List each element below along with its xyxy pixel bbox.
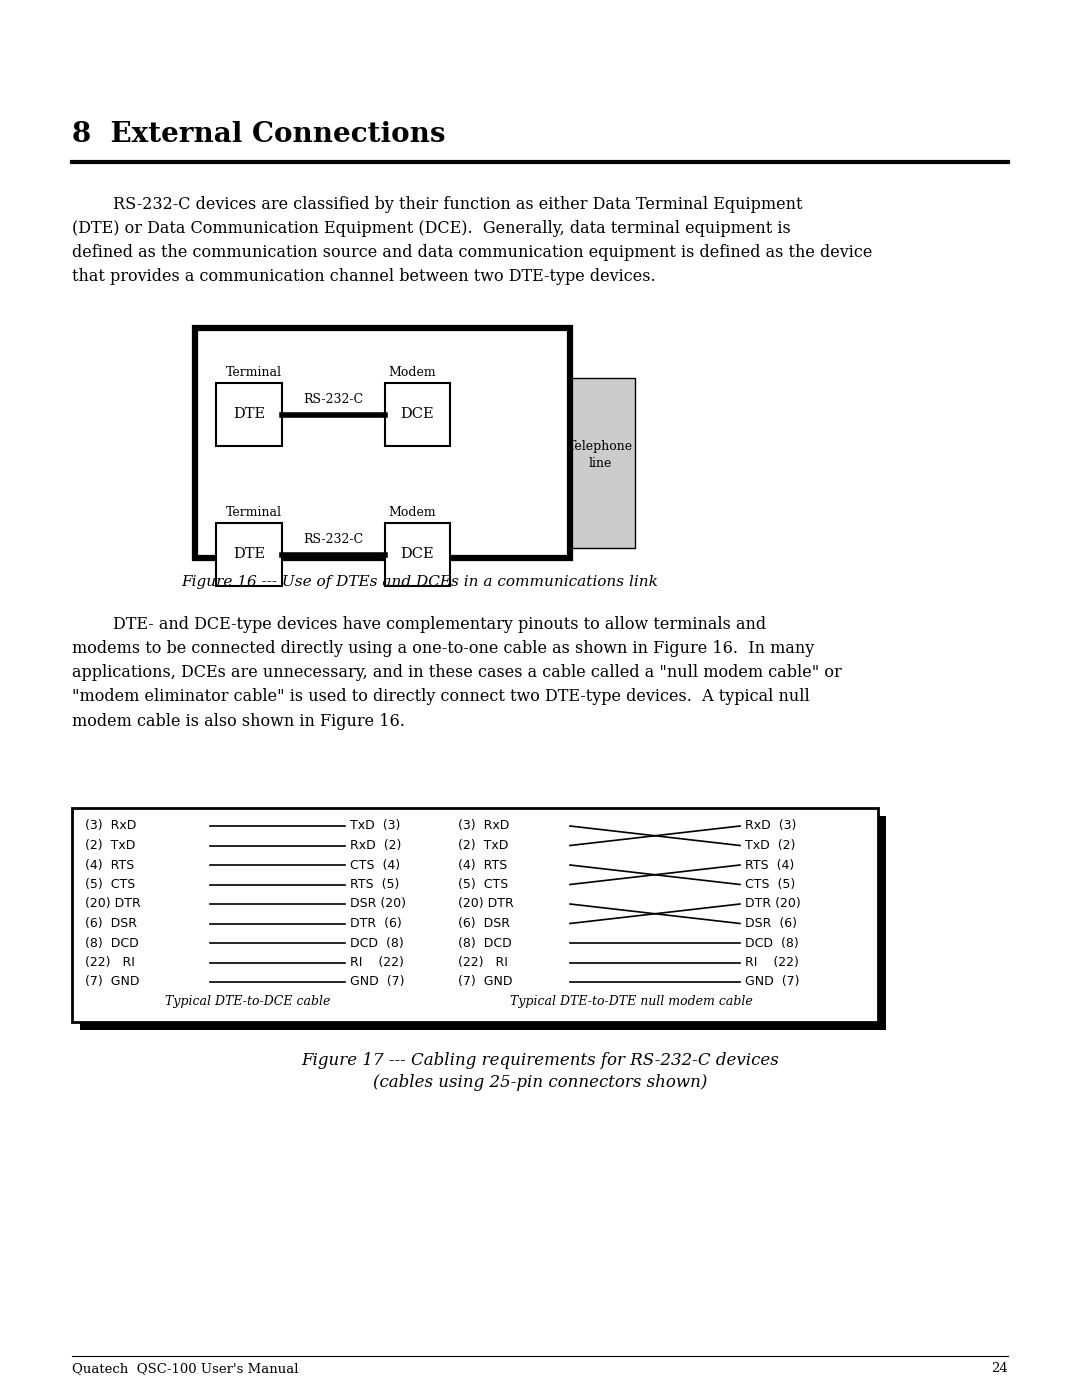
Text: 8  External Connections: 8 External Connections xyxy=(72,122,446,148)
Text: GND  (7): GND (7) xyxy=(745,975,799,989)
Text: Telephone
line: Telephone line xyxy=(567,440,633,469)
Bar xyxy=(72,807,878,1023)
Text: GND  (7): GND (7) xyxy=(350,975,405,989)
Text: CTS  (5): CTS (5) xyxy=(745,877,795,891)
Text: Figure 16 --- Use of DTEs and DCEs in a communications link: Figure 16 --- Use of DTEs and DCEs in a … xyxy=(181,576,659,590)
Text: (6)  DSR: (6) DSR xyxy=(458,916,510,930)
Text: (8)  DCD: (8) DCD xyxy=(85,936,138,950)
Text: DSR (20): DSR (20) xyxy=(350,897,406,911)
Text: DCE: DCE xyxy=(401,408,434,422)
Bar xyxy=(195,328,570,557)
Text: RI    (22): RI (22) xyxy=(350,956,404,970)
Bar xyxy=(384,383,450,446)
Text: TxD  (2): TxD (2) xyxy=(745,840,795,852)
Text: Quatech  QSC-100 User's Manual: Quatech QSC-100 User's Manual xyxy=(72,1362,298,1375)
Text: CTS  (4): CTS (4) xyxy=(350,859,400,872)
Bar xyxy=(216,383,282,446)
Bar xyxy=(565,379,635,548)
Text: 24: 24 xyxy=(991,1362,1008,1375)
Bar xyxy=(80,816,886,1030)
Text: RS-232-C devices are classified by their function as either Data Terminal Equipm: RS-232-C devices are classified by their… xyxy=(72,196,873,285)
Text: RxD  (3): RxD (3) xyxy=(745,820,796,833)
Text: (5)  CTS: (5) CTS xyxy=(458,877,509,891)
Text: Modem: Modem xyxy=(388,366,435,379)
Text: (7)  GND: (7) GND xyxy=(458,975,513,989)
Text: DCD  (8): DCD (8) xyxy=(745,936,799,950)
Text: (3)  RxD: (3) RxD xyxy=(458,820,510,833)
Text: RTS  (4): RTS (4) xyxy=(745,859,794,872)
Text: Modem: Modem xyxy=(388,506,435,520)
Text: (7)  GND: (7) GND xyxy=(85,975,139,989)
Text: (cables using 25-pin connectors shown): (cables using 25-pin connectors shown) xyxy=(373,1074,707,1091)
Text: (5)  CTS: (5) CTS xyxy=(85,877,135,891)
Bar xyxy=(216,522,282,585)
Text: Typical DTE-to-DCE cable: Typical DTE-to-DCE cable xyxy=(165,996,330,1009)
Text: DCE: DCE xyxy=(401,548,434,562)
Text: (20) DTR: (20) DTR xyxy=(85,897,140,911)
Text: (2)  TxD: (2) TxD xyxy=(85,840,135,852)
Text: TxD  (3): TxD (3) xyxy=(350,820,401,833)
Text: Terminal: Terminal xyxy=(226,366,282,379)
Text: RS-232-C: RS-232-C xyxy=(303,534,364,546)
Text: RS-232-C: RS-232-C xyxy=(303,393,364,407)
Text: (22)   RI: (22) RI xyxy=(458,956,508,970)
Text: (20) DTR: (20) DTR xyxy=(458,897,514,911)
Text: (22)   RI: (22) RI xyxy=(85,956,135,970)
Text: DSR  (6): DSR (6) xyxy=(745,916,797,930)
Text: RI    (22): RI (22) xyxy=(745,956,799,970)
Text: (4)  RTS: (4) RTS xyxy=(85,859,134,872)
Text: (2)  TxD: (2) TxD xyxy=(458,840,509,852)
Text: DTR  (6): DTR (6) xyxy=(350,916,402,930)
Text: (3)  RxD: (3) RxD xyxy=(85,820,136,833)
Text: RTS  (5): RTS (5) xyxy=(350,877,400,891)
Text: (8)  DCD: (8) DCD xyxy=(458,936,512,950)
Text: Terminal: Terminal xyxy=(226,506,282,520)
Text: Typical DTE-to-DTE null modem cable: Typical DTE-to-DTE null modem cable xyxy=(510,996,753,1009)
Text: DTR (20): DTR (20) xyxy=(745,897,800,911)
Text: DTE- and DCE-type devices have complementary pinouts to allow terminals and
mode: DTE- and DCE-type devices have complemen… xyxy=(72,616,841,729)
Bar xyxy=(384,522,450,585)
Text: DTE: DTE xyxy=(233,548,265,562)
Text: RxD  (2): RxD (2) xyxy=(350,840,402,852)
Text: DCD  (8): DCD (8) xyxy=(350,936,404,950)
Text: (4)  RTS: (4) RTS xyxy=(458,859,508,872)
Text: DTE: DTE xyxy=(233,408,265,422)
Text: (6)  DSR: (6) DSR xyxy=(85,916,137,930)
Text: Figure 17 --- Cabling requirements for RS-232-C devices: Figure 17 --- Cabling requirements for R… xyxy=(301,1052,779,1069)
